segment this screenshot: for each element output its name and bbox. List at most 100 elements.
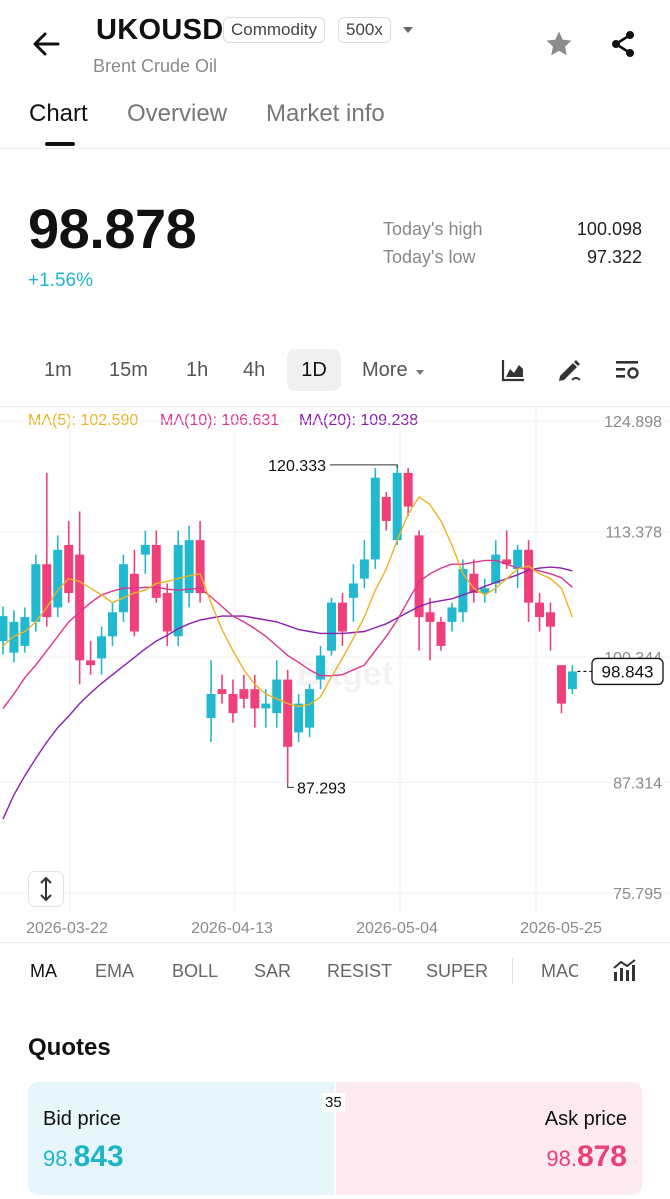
caret-down-icon: [403, 27, 413, 33]
timeframe-15m[interactable]: 15m: [109, 359, 148, 381]
drawing-tools-button[interactable]: [556, 356, 584, 384]
ask-price-card[interactable]: Ask price 98.878: [336, 1082, 642, 1195]
x-tick-label: 2026-04-13: [191, 920, 273, 937]
share-button[interactable]: [608, 29, 638, 59]
candle-body: [305, 689, 315, 728]
candle-body: [42, 564, 52, 618]
candle-body: [392, 472, 402, 541]
settings-sliders-icon: [616, 361, 639, 379]
ask-price-frac: 878: [576, 1140, 627, 1173]
last-price: 98.878: [28, 197, 197, 260]
candle-body: [206, 693, 216, 719]
indicator-separator: [512, 958, 513, 984]
x-axis-ticks: 2026-03-22 2026-04-13 2026-05-04 2026-05-25: [26, 920, 602, 937]
candle-body: [217, 689, 227, 694]
favorite-button[interactable]: [544, 29, 574, 59]
timeframe-1m[interactable]: 1m: [44, 359, 72, 381]
candle-body: [370, 477, 380, 560]
back-button[interactable]: [28, 26, 64, 62]
indicator-super[interactable]: SUPER: [426, 961, 489, 981]
x-tick-label: 2026-05-25: [520, 920, 602, 937]
candle-body: [556, 665, 566, 704]
last-price-label: 98.843: [602, 662, 654, 681]
bid-price-value: 98.843: [43, 1140, 124, 1174]
candle-body: [403, 472, 413, 507]
today-high-value: 100.098: [576, 219, 642, 239]
candle-body: [129, 573, 139, 632]
candles-group: [0, 464, 577, 783]
bid-price-card[interactable]: Bid price 98.843: [28, 1082, 334, 1195]
chart-type-button[interactable]: [500, 357, 526, 383]
vertical-scale-toggle[interactable]: [28, 871, 64, 907]
bid-price-int: 98.: [43, 1146, 74, 1171]
chart-bottom-divider: [0, 942, 670, 943]
timeframe-1h[interactable]: 1h: [186, 359, 209, 381]
indicator-resist[interactable]: RESIST: [327, 961, 393, 981]
today-low-value: 97.322: [586, 247, 642, 267]
indicator-chart-icon: [613, 959, 636, 981]
candle-body: [86, 660, 96, 666]
candle-body: [283, 679, 293, 747]
chart-top-divider: [0, 406, 670, 407]
candle-body: [447, 607, 457, 622]
candlestick-chart[interactable]: Bitget 124.898113.378100.34487.31475.795…: [0, 407, 670, 942]
price-change: +1.56%: [28, 270, 93, 291]
last-price-tag: [591, 657, 664, 686]
candle-body: [348, 583, 358, 598]
max-price-label: 120.333: [268, 458, 326, 475]
candle-body: [228, 693, 238, 714]
chart-settings-button[interactable]: [613, 357, 641, 383]
area-chart-icon: [501, 360, 524, 382]
ask-price-int: 98.: [546, 1146, 577, 1171]
vertical-resize-icon: [40, 876, 52, 902]
leverage-badge: 500x: [338, 17, 391, 43]
candle-body: [458, 569, 468, 613]
timeframe-4h[interactable]: 4h: [243, 359, 266, 381]
caret-down-icon: [416, 369, 425, 375]
min-leader-line: [287, 782, 294, 788]
indicator-sar[interactable]: SAR: [254, 961, 292, 981]
timeframe-more-label: More: [362, 359, 408, 381]
candle-body: [535, 602, 545, 618]
candle-body: [294, 703, 304, 733]
tab-overview[interactable]: Overview: [127, 100, 228, 127]
candle-body: [316, 655, 326, 680]
ask-price-label: Ask price: [544, 1108, 627, 1130]
y-tick-label: 113.378: [605, 525, 662, 542]
tabs-divider: [0, 148, 670, 149]
candle-body: [524, 549, 534, 603]
indicator-ema[interactable]: EMA: [95, 961, 135, 981]
timeframe-more[interactable]: More: [362, 359, 426, 382]
candle-body: [491, 554, 501, 584]
candle-body: [64, 544, 74, 594]
timeframe-1d[interactable]: 1D: [287, 349, 341, 391]
symbol-subtitle: Brent Crude Oil: [93, 56, 218, 76]
candle-body: [195, 540, 205, 594]
bid-price-label: Bid price: [43, 1108, 121, 1130]
arrow-left-icon: [33, 32, 60, 56]
candle-body: [31, 564, 41, 622]
indicator-macd[interactable]: MAC: [541, 961, 578, 981]
candle-body: [108, 612, 117, 637]
star-icon: [546, 31, 572, 56]
tab-market-info[interactable]: Market info: [266, 100, 385, 127]
candle-body: [480, 588, 490, 594]
candle-body: [272, 679, 282, 714]
active-tab-indicator: [45, 142, 75, 146]
candle-body: [151, 544, 161, 598]
today-high-label: Today's high: [383, 219, 483, 239]
candle-body: [513, 549, 523, 570]
indicator-boll[interactable]: BOLL: [172, 961, 219, 981]
symbol-dropdown-toggle[interactable]: [400, 22, 418, 38]
indicator-ma[interactable]: MA: [30, 961, 57, 981]
bid-price-frac: 843: [73, 1140, 124, 1173]
candle-body: [546, 612, 555, 627]
y-tick-label: 87.314: [613, 775, 662, 792]
indicator-settings-button[interactable]: [611, 957, 637, 983]
tab-chart[interactable]: Chart: [29, 100, 88, 127]
x-tick-label: 2026-03-22: [26, 920, 108, 937]
candle-body: [9, 621, 19, 653]
bid-ask-split: 35: [322, 1093, 345, 1112]
y-tick-label: 124.898: [604, 414, 662, 431]
